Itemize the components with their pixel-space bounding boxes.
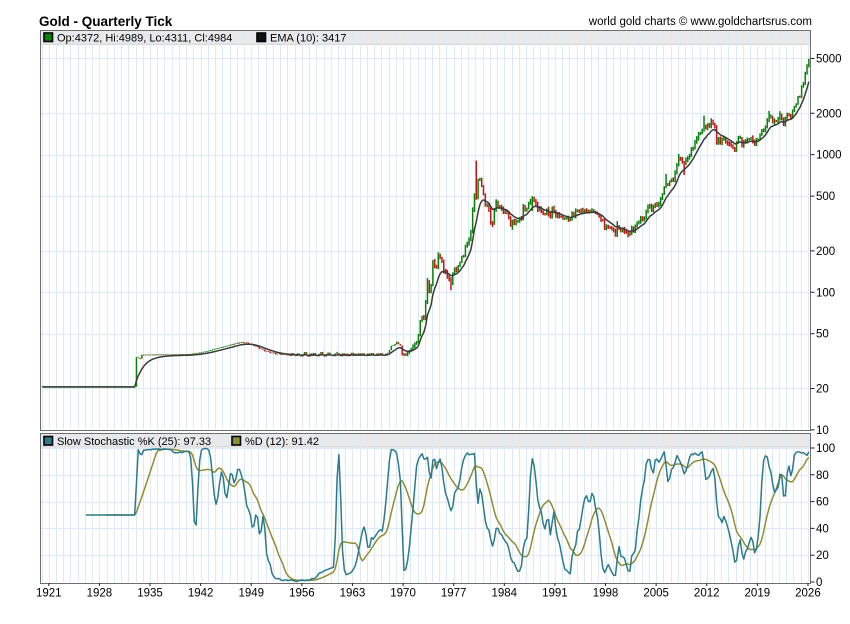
svg-text:60: 60: [816, 497, 829, 509]
svg-text:Gold - Quarterly Tick: Gold - Quarterly Tick: [39, 14, 173, 29]
svg-text:1942: 1942: [188, 588, 214, 600]
svg-text:80: 80: [816, 470, 829, 482]
svg-text:20: 20: [816, 550, 829, 562]
svg-text:1970: 1970: [390, 588, 416, 600]
svg-text:100: 100: [816, 287, 835, 299]
svg-text:2019: 2019: [745, 588, 771, 600]
svg-text:200: 200: [816, 246, 835, 258]
svg-text:1991: 1991: [542, 588, 568, 600]
svg-text:2012: 2012: [694, 588, 720, 600]
svg-text:20: 20: [816, 383, 829, 395]
svg-text:40: 40: [816, 523, 829, 535]
svg-text:%D (12): 91.42: %D (12): 91.42: [245, 436, 319, 448]
svg-text:5000: 5000: [816, 54, 842, 66]
svg-text:10: 10: [816, 425, 829, 437]
svg-text:100: 100: [816, 443, 835, 455]
svg-text:EMA (10): 3417: EMA (10): 3417: [270, 33, 346, 45]
svg-text:1963: 1963: [340, 588, 366, 600]
svg-text:1000: 1000: [816, 150, 842, 162]
svg-text:0: 0: [816, 577, 822, 589]
svg-text:1998: 1998: [593, 588, 619, 600]
svg-text:2026: 2026: [795, 588, 821, 600]
svg-text:1984: 1984: [491, 588, 517, 600]
svg-text:world gold charts © www.goldch: world gold charts © www.goldchartsrus.co…: [588, 16, 812, 28]
svg-text:1977: 1977: [441, 588, 467, 600]
svg-text:2005: 2005: [643, 588, 669, 600]
svg-text:1956: 1956: [289, 588, 315, 600]
svg-text:1949: 1949: [238, 588, 264, 600]
svg-text:Slow Stochastic %K (25): 97.33: Slow Stochastic %K (25): 97.33: [57, 436, 211, 448]
svg-text:2000: 2000: [816, 108, 842, 120]
svg-text:1928: 1928: [87, 588, 113, 600]
svg-text:Op:4372, Hi:4989, Lo:4311, Cl:: Op:4372, Hi:4989, Lo:4311, Cl:4984: [57, 33, 232, 45]
svg-text:1921: 1921: [36, 588, 62, 600]
svg-text:50: 50: [816, 329, 829, 341]
svg-text:1935: 1935: [137, 588, 163, 600]
svg-text:500: 500: [816, 191, 835, 203]
